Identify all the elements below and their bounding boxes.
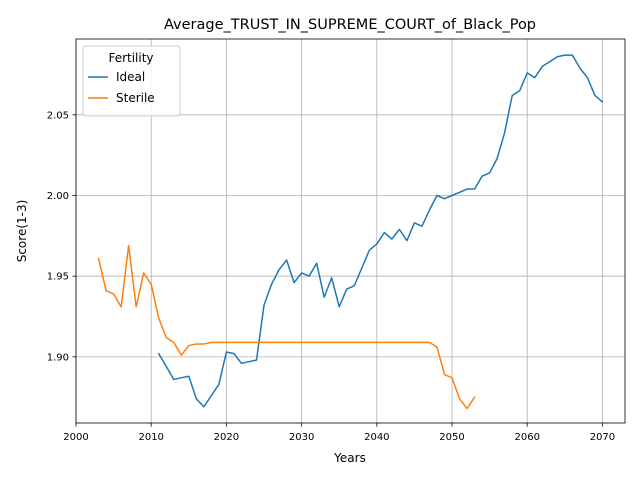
x-tick-label: 2010 xyxy=(138,432,163,443)
series-line-ideal xyxy=(157,54,604,408)
legend-title: Fertility xyxy=(108,51,153,65)
series-layer xyxy=(97,54,604,410)
legend: Fertility Ideal Sterile xyxy=(82,45,181,117)
plot-area-frame xyxy=(75,38,626,424)
y-tick-label: 1.95 xyxy=(47,272,69,283)
grid-lines xyxy=(75,39,625,423)
x-tick-label: 2030 xyxy=(289,432,314,443)
y-axis-ticks: 1.90 1.95 2.00 2.05 xyxy=(47,110,76,363)
x-axis-label: Years xyxy=(333,451,366,465)
x-tick-label: 2040 xyxy=(364,432,389,443)
x-tick-label: 2020 xyxy=(214,432,239,443)
chart-title: Average_TRUST_IN_SUPREME_COURT_of_Black_… xyxy=(164,17,536,33)
x-tick-label: 2050 xyxy=(439,432,464,443)
y-axis-label: Score(1-3) xyxy=(15,200,29,263)
y-tick-label: 2.05 xyxy=(47,110,69,121)
series-line-sterile xyxy=(97,244,476,410)
x-tick-label: 2000 xyxy=(63,432,88,443)
legend-label-ideal: Ideal xyxy=(116,70,145,84)
x-tick-label: 2060 xyxy=(515,432,540,443)
x-tick-label: 2070 xyxy=(590,432,615,443)
y-tick-label: 1.90 xyxy=(47,352,69,363)
x-axis-ticks: 2000 2010 2020 2030 2040 2050 2060 2070 xyxy=(63,423,615,443)
legend-label-sterile: Sterile xyxy=(116,91,155,105)
y-tick-label: 2.00 xyxy=(47,191,69,202)
